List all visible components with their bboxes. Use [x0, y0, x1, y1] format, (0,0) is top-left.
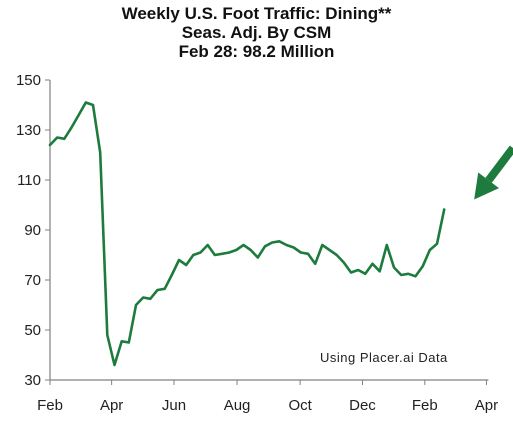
x-tick-label: Feb: [412, 397, 438, 414]
y-tick-label: 50: [24, 322, 41, 339]
x-tick-label: Dec: [349, 397, 376, 414]
data-source-note: Using Placer.ai Data: [320, 350, 448, 365]
chart-title-block: Weekly U.S. Foot Traffic: Dining** Seas.…: [0, 4, 513, 61]
y-axis-ticks: 30 50 70 90 110 130 150: [16, 72, 50, 389]
x-tick-label: Apr: [100, 397, 123, 414]
series-line-0: [48, 101, 446, 367]
arrow-head: [474, 172, 499, 200]
x-axis-ticks: Feb Apr Jun Aug Oct Dec Feb Apr: [37, 380, 498, 414]
series-group: [48, 101, 446, 367]
x-tick-label: Jun: [162, 397, 186, 414]
chart-subtitle: Seas. Adj. By CSM: [181, 23, 332, 42]
y-tick-label: 90: [24, 222, 41, 239]
y-tick-label: 30: [24, 372, 41, 389]
chart-title: Weekly U.S. Foot Traffic: Dining**: [121, 4, 392, 23]
highlight-arrow: [474, 145, 513, 200]
x-tick-label: Aug: [224, 397, 251, 414]
x-tick-label: Oct: [288, 397, 312, 414]
y-tick-label: 110: [17, 172, 41, 189]
y-tick-label: 150: [16, 72, 41, 89]
y-tick-label: 130: [16, 122, 41, 139]
chart-axes: [49, 80, 489, 381]
chart-subtitle-date: Feb 28: 98.2 Million: [178, 42, 335, 61]
x-tick-label: Apr: [475, 397, 498, 414]
y-tick-label: 70: [24, 272, 41, 289]
arrow-shaft: [485, 145, 513, 183]
x-tick-label: Feb: [37, 397, 63, 414]
